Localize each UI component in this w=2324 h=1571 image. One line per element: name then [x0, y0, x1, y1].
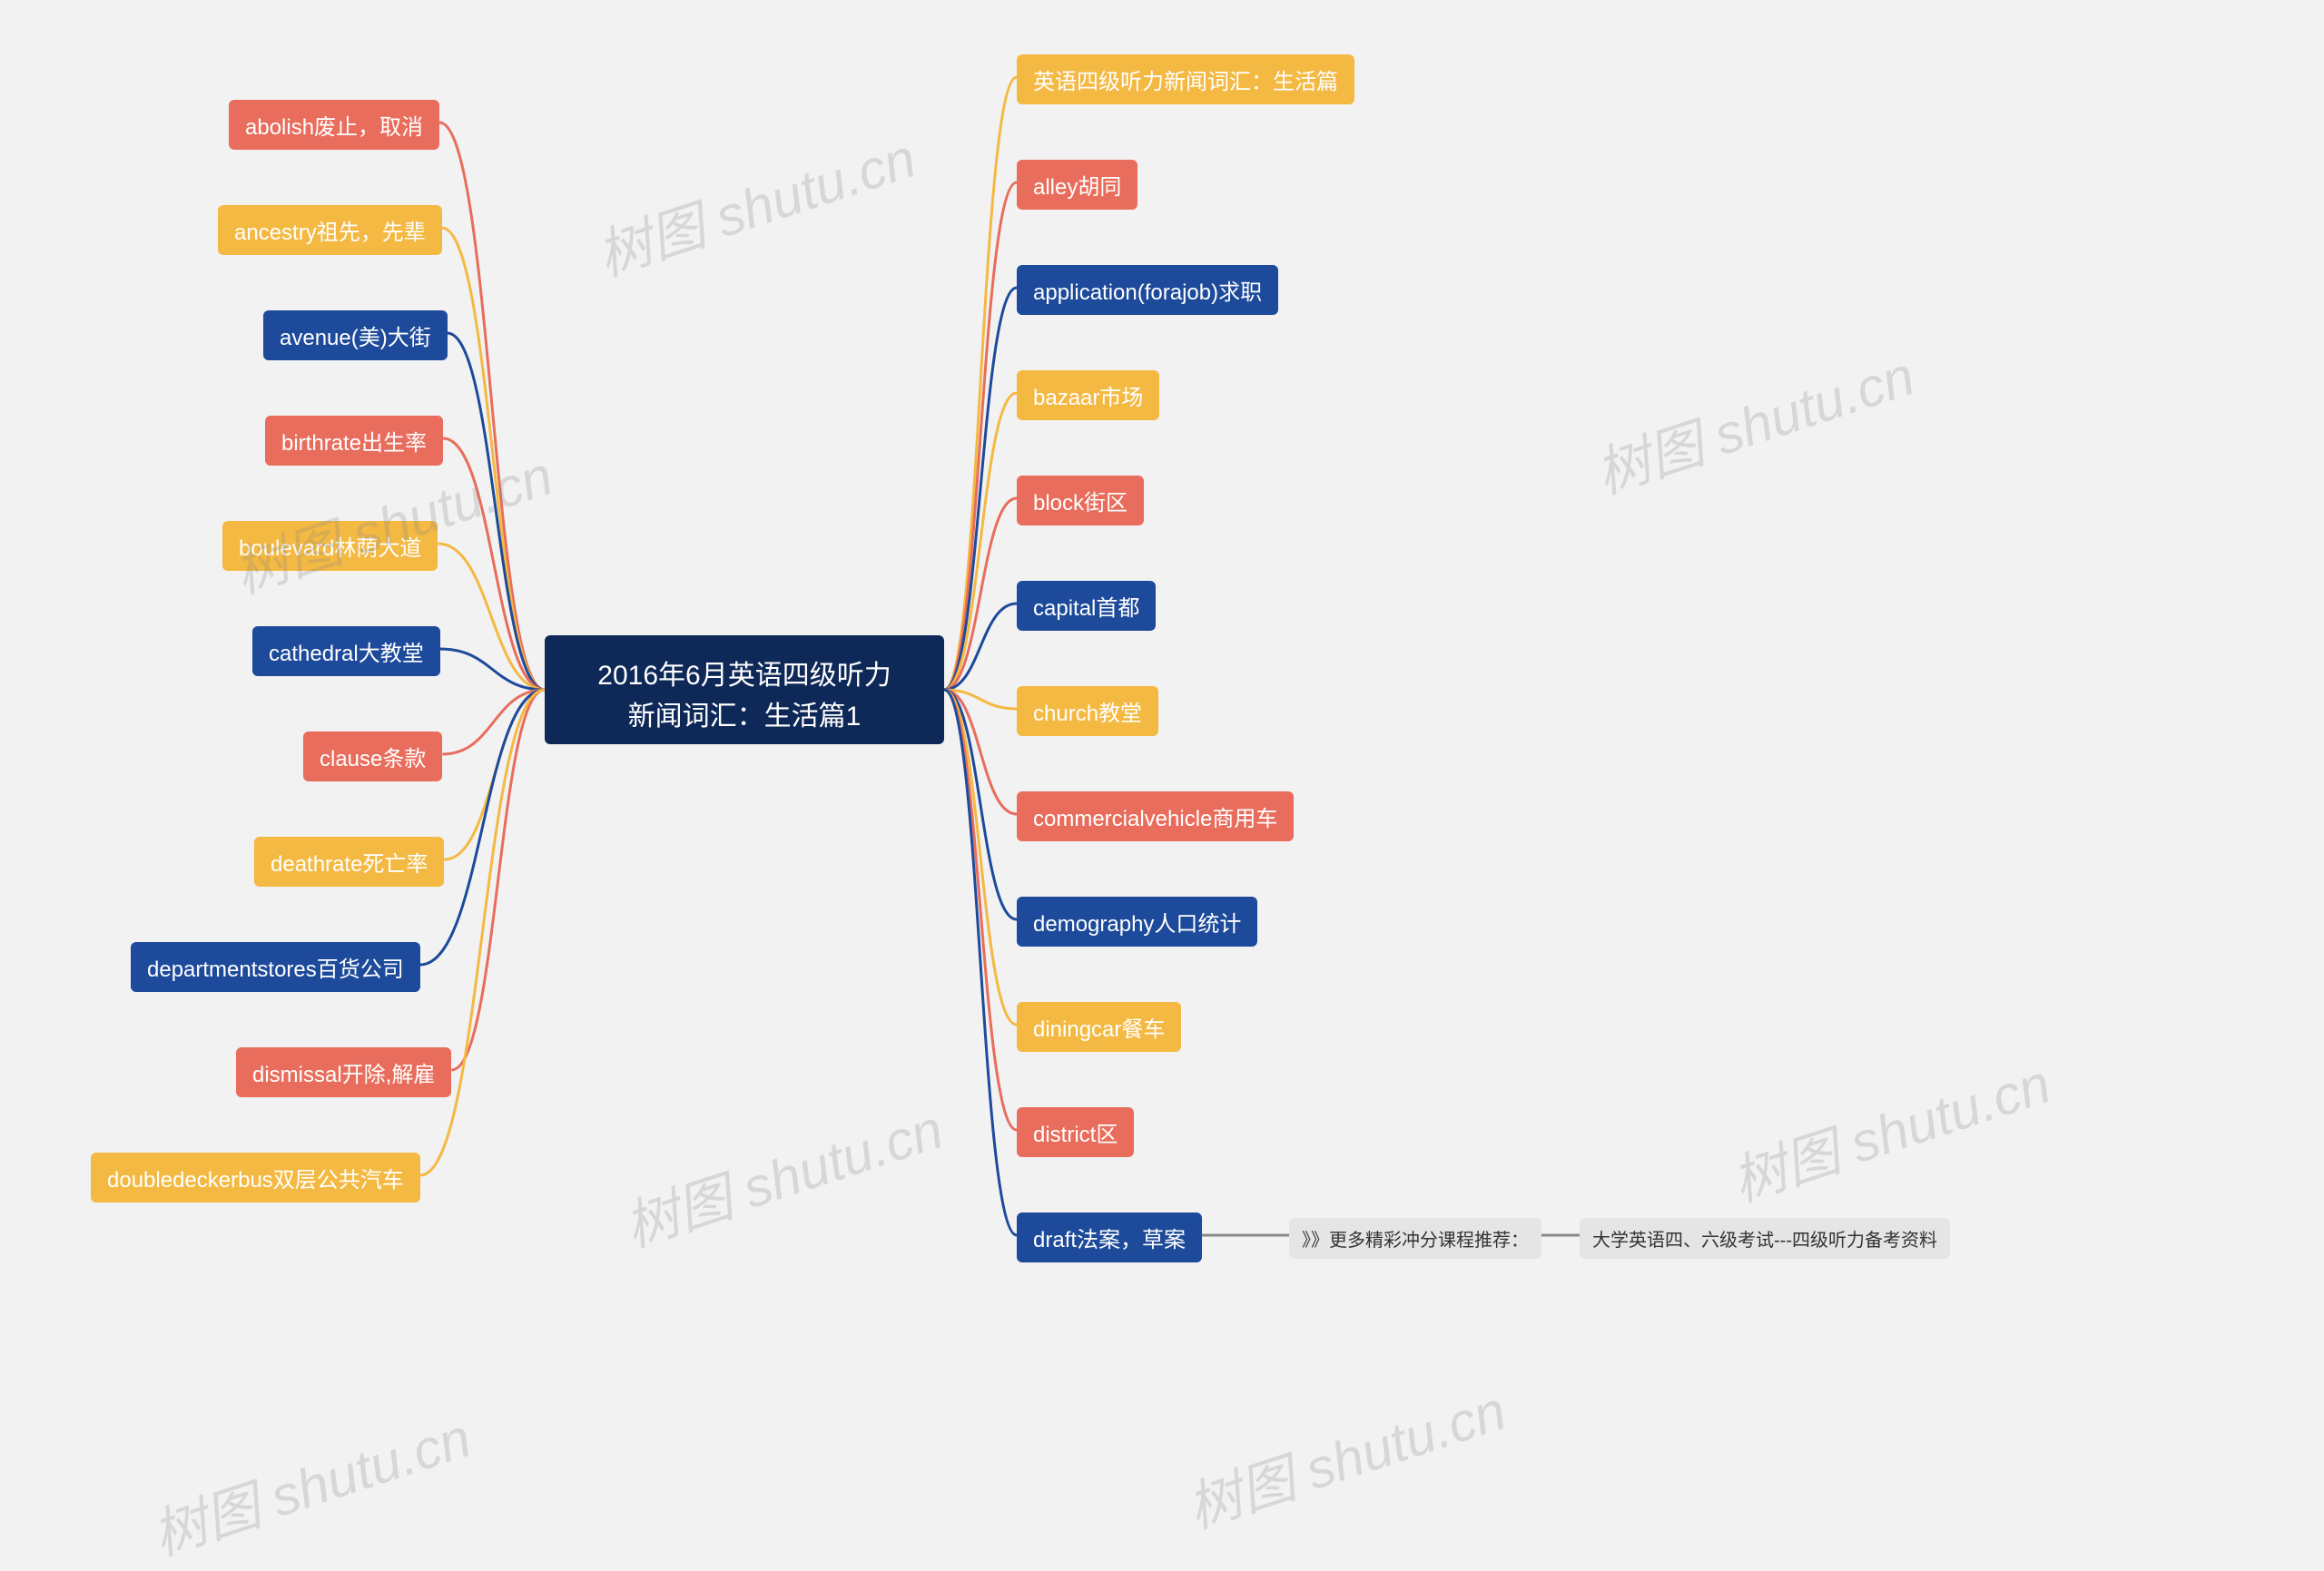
right-node-7[interactable]: commercialvehicle商用车 — [1017, 791, 1294, 841]
left-node-6[interactable]: clause条款 — [303, 731, 442, 781]
right-node-6[interactable]: church教堂 — [1017, 686, 1158, 736]
right-node-3[interactable]: bazaar市场 — [1017, 370, 1159, 420]
left-node-9[interactable]: dismissal开除,解雇 — [236, 1047, 451, 1097]
left-node-7[interactable]: deathrate死亡率 — [254, 837, 444, 887]
mindmap-canvas: 2016年6月英语四级听力新闻词汇：生活篇1 abolish废止，取消 ances… — [0, 0, 2324, 1547]
right-node-2[interactable]: application(forajob)求职 — [1017, 265, 1278, 315]
left-node-0[interactable]: abolish废止，取消 — [229, 100, 439, 150]
left-node-10[interactable]: doubledeckerbus双层公共汽车 — [91, 1153, 420, 1203]
watermark-1: 树图 shutu.cn — [586, 114, 924, 291]
right-node-10[interactable]: district区 — [1017, 1107, 1134, 1157]
watermark-3: 树图 shutu.cn — [613, 1085, 951, 1262]
watermark-4: 树图 shutu.cn — [141, 1394, 479, 1571]
right-node-0[interactable]: 英语四级听力新闻词汇：生活篇 — [1017, 54, 1354, 104]
left-node-8[interactable]: departmentstores百货公司 — [131, 942, 420, 992]
watermark-6: 树图 shutu.cn — [1720, 1040, 2059, 1217]
right-node-4[interactable]: block街区 — [1017, 476, 1144, 525]
right-node-5[interactable]: capital首都 — [1017, 581, 1156, 631]
left-node-3[interactable]: birthrate出生率 — [265, 416, 443, 466]
center-line-1: 新闻词汇：生活篇1 — [572, 696, 917, 737]
center-line-0: 2016年6月英语四级听力 — [572, 655, 917, 696]
leaf-node-1[interactable]: 大学英语四、六级考试---四级听力备考资料 — [1580, 1218, 1950, 1259]
left-node-5[interactable]: cathedral大教堂 — [252, 626, 440, 676]
center-node[interactable]: 2016年6月英语四级听力新闻词汇：生活篇1 — [545, 635, 944, 744]
right-node-11[interactable]: draft法案，草案 — [1017, 1213, 1202, 1262]
right-node-8[interactable]: demography人口统计 — [1017, 897, 1257, 947]
watermark-5: 树图 shutu.cn — [1176, 1367, 1514, 1544]
left-node-1[interactable]: ancestry祖先，先辈 — [218, 205, 442, 255]
right-node-9[interactable]: diningcar餐车 — [1017, 1002, 1181, 1052]
left-node-2[interactable]: avenue(美)大街 — [263, 310, 448, 360]
leaf-node-0[interactable]: 》》更多精彩冲分课程推荐： — [1289, 1218, 1541, 1259]
right-node-1[interactable]: alley胡同 — [1017, 160, 1137, 210]
left-node-4[interactable]: boulevard林荫大道 — [222, 521, 438, 571]
watermark-2: 树图 shutu.cn — [1584, 332, 1923, 509]
